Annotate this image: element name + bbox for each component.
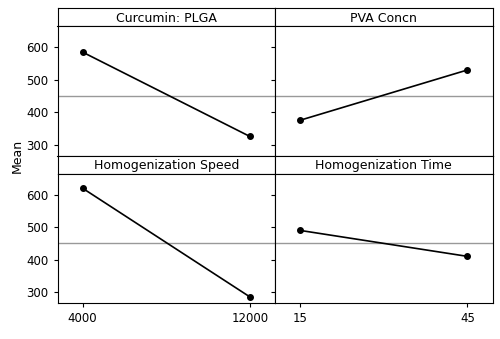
Text: Curcumin: PLGA: Curcumin: PLGA	[116, 12, 216, 25]
Text: PVA Concn: PVA Concn	[350, 12, 417, 25]
Text: Homogenization Speed: Homogenization Speed	[94, 159, 239, 172]
Text: Mean: Mean	[11, 139, 24, 173]
Text: Homogenization Time: Homogenization Time	[316, 159, 452, 172]
